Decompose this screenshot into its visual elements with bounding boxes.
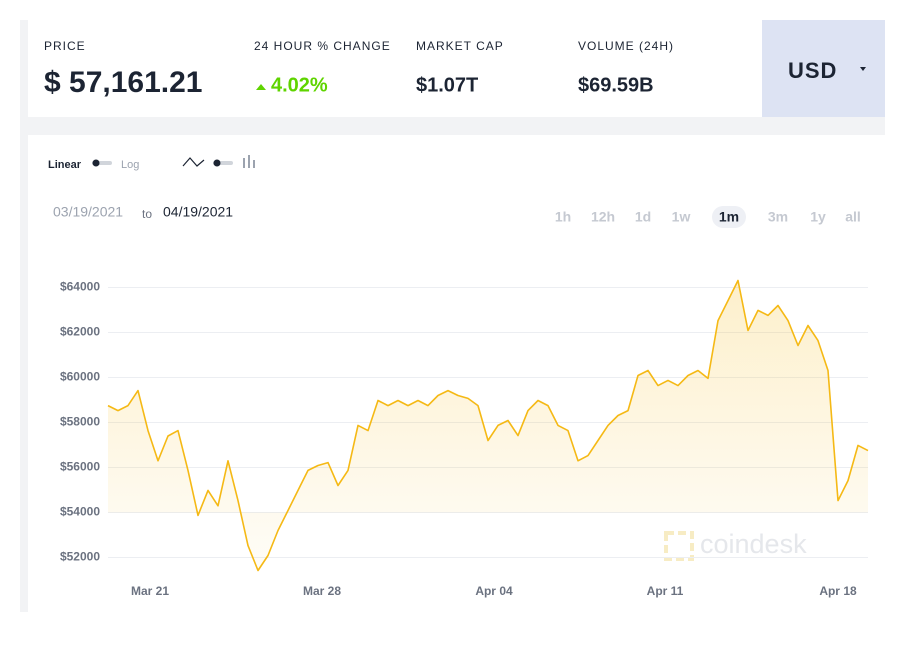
stat-value: 4.02%: [271, 74, 328, 96]
watermark: coindesk: [700, 529, 807, 559]
x-tick-label: Apr 11: [647, 584, 684, 598]
log-option[interactable]: Log: [121, 159, 139, 171]
y-tick-label: $64000: [60, 280, 100, 294]
range-button[interactable]: 12h: [591, 209, 615, 225]
up-arrow: [256, 84, 266, 90]
stat-label: 24 HOUR % CHANGE: [254, 39, 391, 53]
x-tick-label: Mar 28: [303, 584, 341, 598]
range-button[interactable]: 1w: [672, 209, 691, 225]
watermark-logo: [664, 531, 694, 561]
line-icon[interactable]: [182, 157, 205, 167]
currency[interactable]: USD: [788, 58, 837, 83]
y-tick-label: $60000: [60, 370, 100, 384]
date-to[interactable]: 04/19/2021: [163, 204, 233, 220]
y-tick-label: $58000: [60, 415, 100, 429]
y-tick-label: $56000: [60, 460, 100, 474]
y-tick-label: $62000: [60, 325, 100, 339]
toggle-knob: [92, 159, 100, 167]
toggle-knob: [213, 159, 221, 167]
stat-value: $ 57,161.21: [44, 66, 202, 99]
y-tick-label: $52000: [60, 550, 100, 564]
stats-card: [28, 20, 762, 117]
range-button[interactable]: 1d: [635, 209, 651, 225]
range-button[interactable]: 1h: [555, 209, 571, 225]
x-tick-label: Apr 04: [475, 584, 513, 598]
area: [108, 280, 868, 571]
stat-value: $69.59B: [578, 74, 654, 96]
stat-label: PRICE: [44, 39, 86, 53]
candle-icon[interactable]: [243, 155, 255, 168]
stat-value: $1.07T: [416, 74, 478, 96]
stat-label: VOLUME (24H): [578, 39, 674, 53]
range-button[interactable]: all: [845, 209, 861, 225]
x-tick-label: Apr 18: [819, 584, 857, 598]
caret: [860, 67, 866, 71]
range-button[interactable]: 1y: [810, 209, 826, 225]
range-button[interactable]: 1m: [719, 209, 739, 225]
date-from[interactable]: 03/19/2021: [53, 204, 123, 220]
stat-label: MARKET CAP: [416, 39, 504, 53]
range-button[interactable]: 3m: [768, 209, 788, 225]
x-tick-label: Mar 21: [131, 584, 169, 598]
y-tick-label: $54000: [60, 505, 100, 519]
date-to-word: to: [142, 207, 152, 221]
range-selected[interactable]: [712, 206, 746, 228]
linear-option[interactable]: Linear: [48, 159, 82, 171]
price-line: [107, 279, 869, 572]
